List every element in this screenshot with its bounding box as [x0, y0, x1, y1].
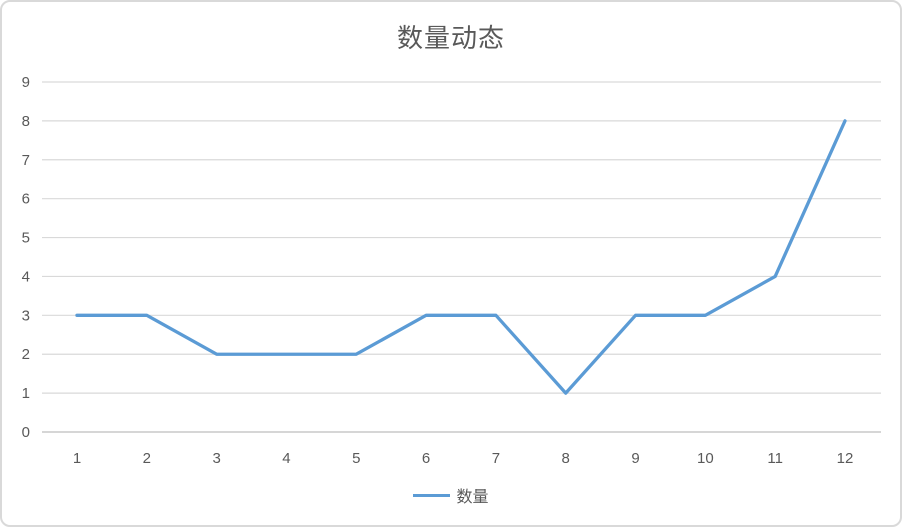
y-tick-label: 8 — [22, 113, 30, 130]
x-tick-label: 9 — [631, 450, 639, 467]
x-tick-label: 4 — [282, 450, 290, 467]
y-tick-label: 3 — [22, 307, 30, 324]
y-tick-label: 0 — [22, 424, 30, 441]
x-tick-label: 7 — [492, 450, 500, 467]
y-tick-label: 1 — [22, 385, 30, 402]
x-tick-label: 12 — [837, 450, 854, 467]
legend-line-marker-icon — [413, 493, 451, 497]
y-tick-label: 9 — [22, 74, 30, 91]
x-tick-label: 3 — [212, 450, 220, 467]
x-tick-label: 10 — [697, 450, 714, 467]
y-tick-label: 2 — [22, 346, 30, 363]
y-tick-label: 4 — [22, 268, 30, 285]
x-tick-label: 1 — [73, 450, 81, 467]
chart-legend: 数量 — [2, 483, 900, 507]
legend-series-label: 数量 — [456, 489, 489, 506]
x-tick-label: 11 — [767, 450, 783, 467]
x-tick-label: 2 — [143, 450, 151, 467]
chart-title: 数量动态 — [396, 24, 505, 53]
x-tick-label: 5 — [352, 450, 360, 467]
y-tick-label: 7 — [22, 152, 30, 169]
y-tick-label: 6 — [22, 191, 30, 208]
y-tick-label: 5 — [22, 230, 30, 247]
x-tick-label: 8 — [562, 450, 570, 467]
series-line — [75, 119, 847, 395]
x-tick-label: 6 — [422, 450, 430, 467]
